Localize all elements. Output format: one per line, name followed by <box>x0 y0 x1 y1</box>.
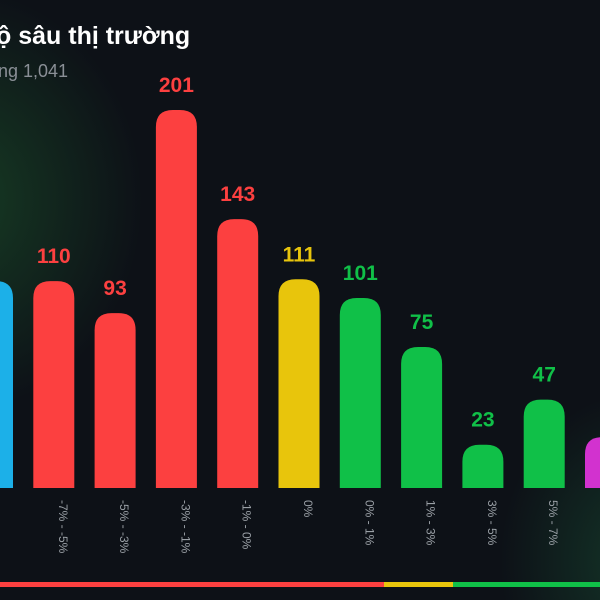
category-label-4: -1% - 0% <box>240 500 254 550</box>
bar-7 <box>401 346 443 488</box>
bar-value-label-8: 23 <box>471 409 494 432</box>
category-label-8: 3% - 5% <box>485 500 499 546</box>
category-label-5: 0% <box>301 500 315 518</box>
bar-8 <box>462 444 504 488</box>
bar-0 <box>0 281 13 488</box>
bar-6 <box>339 298 381 488</box>
bar-value-label-2: 93 <box>103 277 126 300</box>
bar-value-label-7: 75 <box>410 311 434 334</box>
bar-9 <box>523 399 565 488</box>
category-label-9: 5% - 7% <box>546 500 560 546</box>
bar-2 <box>94 313 136 488</box>
bar-value-label-3: 201 <box>159 74 194 97</box>
chart-subtitle: ng 1,041 <box>0 61 69 81</box>
market-breadth-bar <box>0 582 600 587</box>
breadth-segment-red <box>0 582 384 587</box>
breadth-segment-yellow <box>384 582 453 587</box>
category-label-7: 1% - 3% <box>424 500 438 546</box>
category-label-2: -5% - -3% <box>117 500 131 554</box>
bar-1 <box>33 281 75 488</box>
bar-value-label-4: 143 <box>220 183 255 206</box>
breadth-segment-green <box>453 582 600 587</box>
bar-value-label-5: 111 <box>283 243 316 266</box>
bar-value-label-6: 101 <box>343 262 378 285</box>
category-label-3: -3% - -1% <box>178 500 192 554</box>
category-label-1: -7% - -5% <box>56 500 70 554</box>
bar-value-label-9: 47 <box>533 364 556 387</box>
bar-3 <box>155 110 197 488</box>
bar-5 <box>278 279 320 488</box>
bar-value-label-1: 110 <box>37 245 71 268</box>
category-label-6: 0% - 1% <box>362 500 376 546</box>
chart-title: ộ sâu thị trường <box>0 22 191 50</box>
bar-4 <box>217 219 259 488</box>
bar-10 <box>585 437 600 488</box>
